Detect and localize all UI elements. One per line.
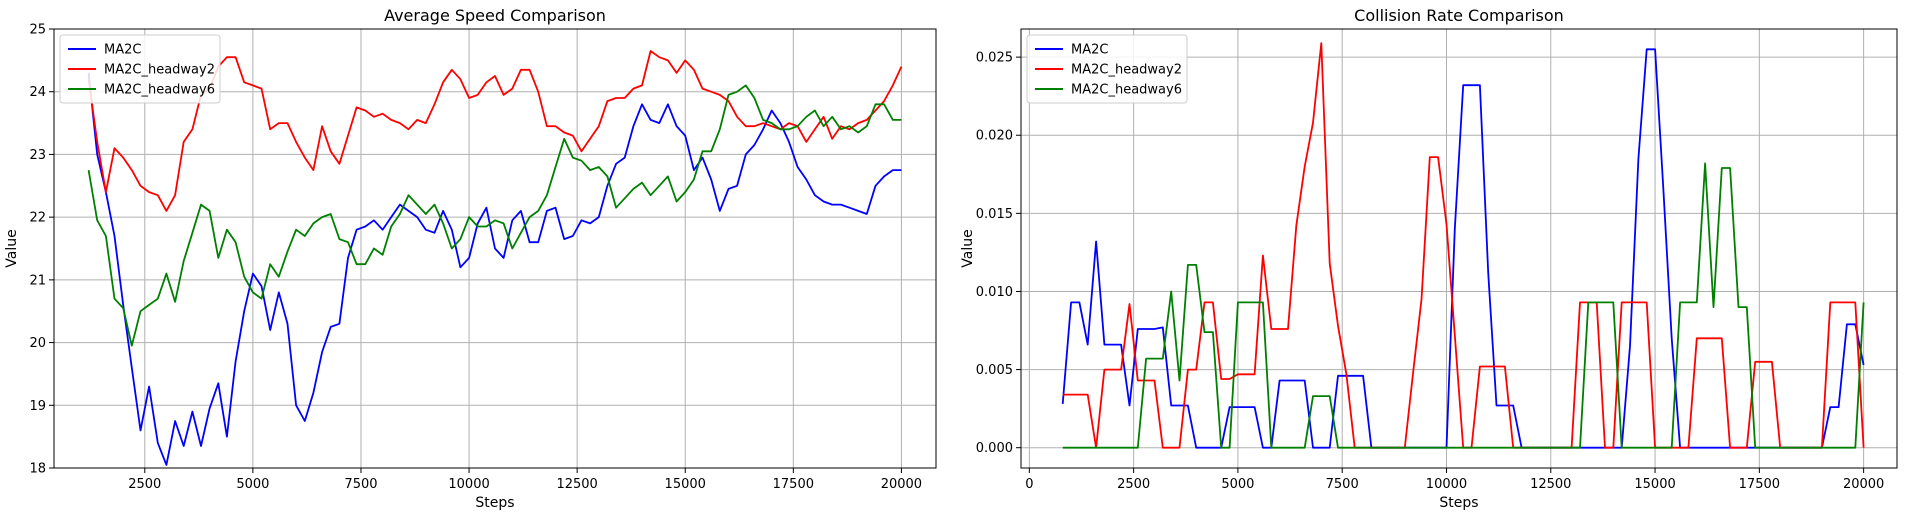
legend-entry: MA2C [1071,43,1108,58]
x-tick-label: 7500 [344,477,377,492]
plot-frame [1020,28,1898,469]
x-tick-label: 17500 [773,477,814,492]
legend-entry: MA2C_headway6 [104,83,215,98]
y-tick-label: 25 [29,23,46,38]
y-axis-label: Value [4,229,20,267]
x-tick-label: 5000 [1221,477,1254,492]
x-tick-label: 10000 [1426,477,1467,492]
x-tick-label: 0 [1025,477,1033,492]
y-tick-label: 0.020 [976,129,1013,144]
series-line-MA2C [87,72,902,466]
series-line-MA2C_headway6 [1062,162,1865,449]
x-tick-label: 2500 [1117,477,1150,492]
legend-entry: MA2C [104,43,141,58]
legend: MA2C MA2C_headway2 MA2C_headway6 [1026,34,1188,104]
series-line-MA2C_headway6 [87,84,902,347]
legend: MA2C MA2C_headway2 MA2C_headway6 [59,34,221,104]
chart-title: Average Speed Comparison [384,6,606,25]
y-tick-label: 19 [29,399,46,414]
y-tick-label: 0.005 [976,363,1013,378]
x-tick-label: 17500 [1739,477,1780,492]
legend-box [59,34,221,104]
series-line-MA2C_headway2 [87,50,903,212]
y-tick-label: 0.015 [976,207,1013,222]
y-tick-label: 0.000 [976,441,1013,456]
legend-entry: MA2C_headway2 [104,63,215,78]
y-tick-label: 0.025 [976,51,1013,66]
series-line-MA2C [1061,48,1865,449]
y-tick-label: 21 [29,273,46,288]
y-tick-label: 18 [29,462,46,477]
x-tick-label: 12500 [556,477,597,492]
plot-frame [53,28,937,469]
legend-entry: MA2C_headway2 [1071,63,1182,78]
x-tick-label: 15000 [665,477,706,492]
x-tick-label: 5000 [236,477,269,492]
x-tick-label: 15000 [1634,477,1675,492]
series-line-MA2C_headway2 [1062,42,1865,449]
chart-title: Collision Rate Comparison [1354,6,1564,25]
y-axis-label: Value [960,229,976,267]
x-tick-label: 20000 [1843,477,1884,492]
y-tick-label: 20 [29,336,46,351]
legend-entry: MA2C_headway6 [1071,83,1182,98]
y-tick-label: 22 [29,211,46,226]
chart-panel-1: 0 2500 5000 7500 10000 12500 15000 17500 20000 0.… [960,6,1898,511]
x-tick-label: 20000 [881,477,922,492]
x-tick-label: 10000 [448,477,489,492]
x-tick-label: 2500 [128,477,161,492]
x-axis-label: Steps [1439,495,1478,511]
chart-panel-0: 2500 5000 7500 10000 12500 15000 17500 20000 18 1… [4,6,937,511]
y-tick-label: 24 [29,85,46,100]
x-tick-label: 12500 [1530,477,1571,492]
x-tick-label: 7500 [1326,477,1359,492]
y-tick-label: 0.010 [976,285,1013,300]
legend-box [1026,34,1188,104]
y-tick-label: 23 [29,148,46,163]
x-axis-label: Steps [475,495,514,511]
